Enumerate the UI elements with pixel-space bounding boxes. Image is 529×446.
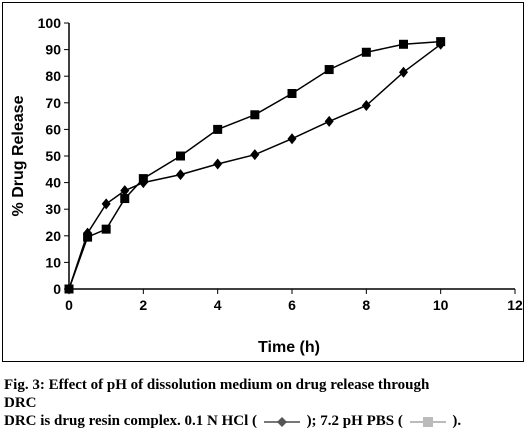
data-point-7-2-ph-pbs xyxy=(361,47,371,57)
data-point-7-2-ph-pbs xyxy=(250,110,260,120)
data-point-0-1-n-hcl xyxy=(120,185,130,197)
data-point-7-2-ph-pbs xyxy=(324,65,334,75)
data-point-7-2-ph-pbs xyxy=(64,284,74,294)
data-point-0-1-n-hcl xyxy=(324,115,334,127)
legend-swatch-diamond-icon xyxy=(263,416,300,427)
x-tick-label: 2 xyxy=(139,297,147,313)
data-point-7-2-ph-pbs xyxy=(176,151,185,161)
caption-line-3-middle: ); 7.2 pH PBS ( xyxy=(306,413,403,429)
series-layer xyxy=(64,37,446,295)
y-axis-title: % Drug Release xyxy=(10,95,27,216)
data-point-7-2-ph-pbs xyxy=(120,194,130,204)
data-point-7-2-ph-pbs xyxy=(436,37,446,47)
chart-svg: 0 10 20 30 40 50 60 70 80 90 100 0 2 4 6 8 10 12 % Drug R… xyxy=(10,15,523,356)
data-point-0-1-n-hcl xyxy=(176,169,185,181)
figure-caption: Fig. 3: Effect of pH of dissolution medi… xyxy=(4,376,526,430)
caption-line-3-prefix: DRC is drug resin complex. 0.1 N HCl ( xyxy=(4,413,258,429)
data-point-0-1-n-hcl xyxy=(399,66,408,78)
chart-frame: 0 10 20 30 40 50 60 70 80 90 100 0 2 4 6 8 10 12 % Drug R… xyxy=(2,2,524,362)
y-tick-label: 40 xyxy=(45,175,61,191)
x-tick-label: 10 xyxy=(433,297,449,313)
series-line-0-1-n-hcl xyxy=(68,43,442,290)
y-tick-label: 20 xyxy=(45,228,61,244)
data-point-7-2-ph-pbs xyxy=(138,174,148,184)
y-tick-label: 80 xyxy=(45,68,61,84)
x-axis-title: Time (h) xyxy=(258,339,320,356)
x-tick-label: 6 xyxy=(288,297,296,313)
x-tick-label: 0 xyxy=(65,297,73,313)
y-tick-label: 0 xyxy=(53,281,61,297)
y-tick-label: 30 xyxy=(45,201,61,217)
y-tick-label: 60 xyxy=(45,121,61,137)
series-line-7-2-ph-pbs xyxy=(68,40,441,290)
caption-line-2: DRC xyxy=(4,395,37,411)
x-tick-label: 4 xyxy=(214,297,222,313)
data-point-0-1-n-hcl xyxy=(213,158,223,170)
caption-line-1: Fig. 3: Effect of pH of dissolution medi… xyxy=(4,377,430,393)
y-tick-label: 100 xyxy=(38,15,62,31)
data-point-0-1-n-hcl xyxy=(250,149,260,161)
caption-line-3-suffix: ). xyxy=(452,413,462,429)
y-tick-label: 90 xyxy=(45,42,61,58)
x-tick-label: 8 xyxy=(362,297,370,313)
legend-swatch-square-icon xyxy=(409,416,446,427)
x-tick-label: 12 xyxy=(507,297,523,313)
data-point-0-1-n-hcl xyxy=(287,133,297,145)
data-point-7-2-ph-pbs xyxy=(83,232,93,242)
y-tick-label: 50 xyxy=(45,148,61,164)
caption-line-3: DRC is drug resin complex. 0.1 N HCl ( )… xyxy=(4,412,526,430)
axes xyxy=(68,23,515,290)
data-point-7-2-ph-pbs xyxy=(213,124,223,134)
data-point-7-2-ph-pbs xyxy=(101,224,111,234)
data-point-7-2-ph-pbs xyxy=(287,88,297,98)
data-point-7-2-ph-pbs xyxy=(399,39,408,49)
ticks: 0 10 20 30 40 50 60 70 80 90 100 0 2 4 6 8 10 12 xyxy=(38,15,523,313)
y-tick-label: 70 xyxy=(45,95,61,111)
y-tick-label: 10 xyxy=(45,254,61,270)
data-point-0-1-n-hcl xyxy=(101,198,111,210)
data-point-0-1-n-hcl xyxy=(361,99,371,111)
